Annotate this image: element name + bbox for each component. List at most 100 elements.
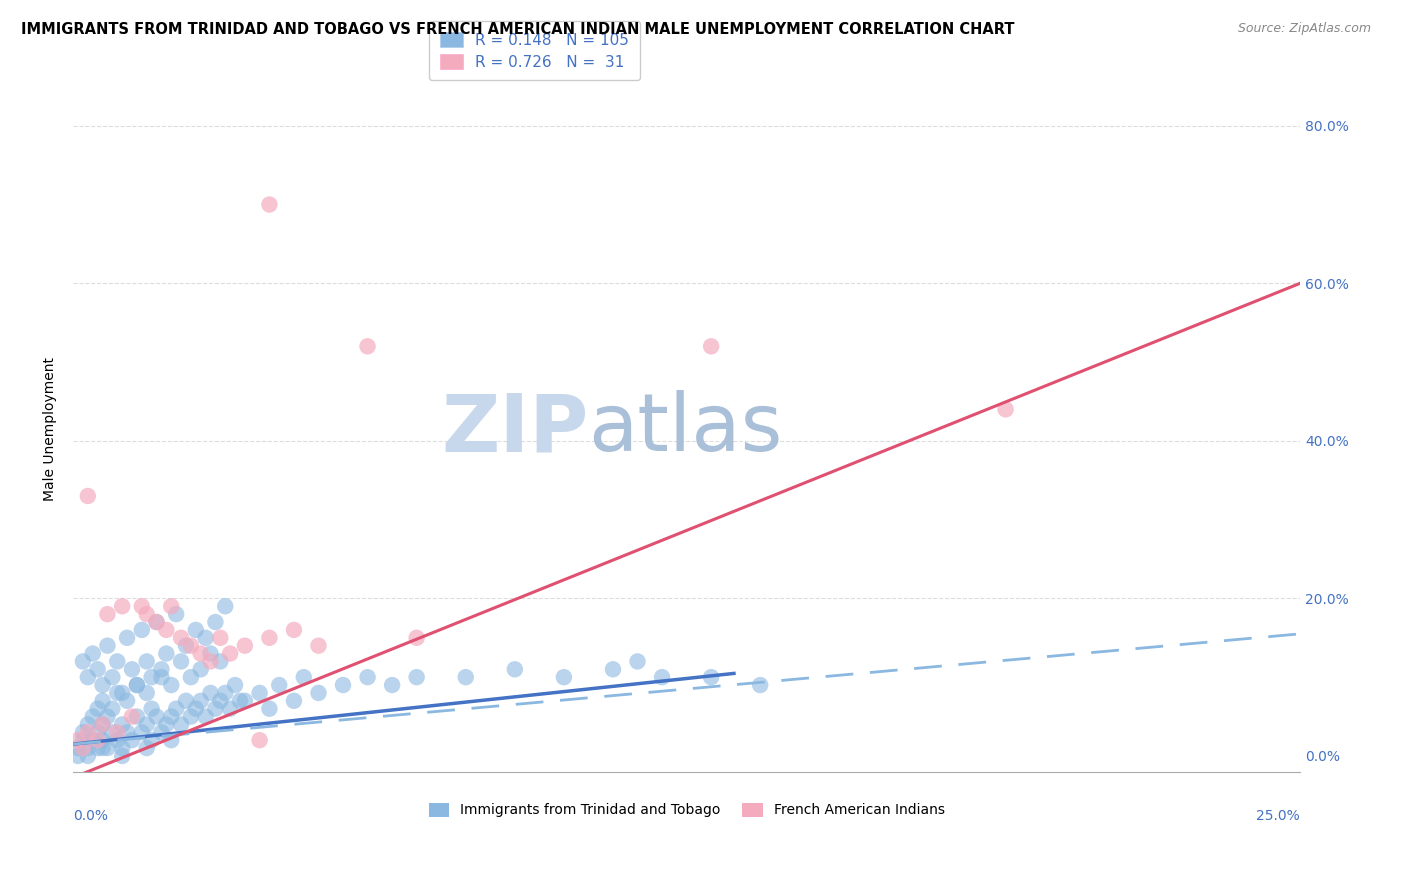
- Point: [184, 701, 207, 715]
- Point: [111, 741, 134, 756]
- Text: 0.0%: 0.0%: [73, 809, 108, 823]
- Point: [76, 489, 98, 503]
- Point: [170, 655, 193, 669]
- Point: [170, 631, 193, 645]
- Point: [174, 694, 197, 708]
- Point: [135, 741, 157, 756]
- Point: [76, 748, 98, 763]
- Point: [101, 725, 124, 739]
- Point: [125, 678, 148, 692]
- Text: ZIP: ZIP: [441, 390, 589, 468]
- Point: [111, 748, 134, 763]
- Legend: Immigrants from Trinidad and Tobago, French American Indians: Immigrants from Trinidad and Tobago, Fre…: [423, 797, 950, 823]
- Point: [229, 694, 252, 708]
- Point: [111, 686, 134, 700]
- Point: [82, 709, 104, 723]
- Point: [91, 694, 114, 708]
- Point: [72, 733, 94, 747]
- Point: [111, 717, 134, 731]
- Point: [150, 725, 173, 739]
- Point: [503, 662, 526, 676]
- Point: [101, 701, 124, 715]
- Point: [135, 686, 157, 700]
- Point: [66, 733, 89, 747]
- Point: [115, 725, 138, 739]
- Text: Source: ZipAtlas.com: Source: ZipAtlas.com: [1237, 22, 1371, 36]
- Point: [190, 662, 212, 676]
- Point: [105, 725, 128, 739]
- Point: [86, 662, 108, 676]
- Point: [66, 741, 89, 756]
- Point: [308, 639, 330, 653]
- Point: [91, 717, 114, 731]
- Point: [194, 631, 217, 645]
- Point: [82, 647, 104, 661]
- Point: [200, 686, 222, 700]
- Point: [76, 670, 98, 684]
- Point: [125, 709, 148, 723]
- Point: [150, 670, 173, 684]
- Point: [105, 686, 128, 700]
- Point: [155, 647, 177, 661]
- Point: [224, 678, 246, 692]
- Y-axis label: Male Unemployment: Male Unemployment: [44, 357, 58, 501]
- Point: [204, 701, 226, 715]
- Point: [96, 607, 118, 622]
- Point: [332, 678, 354, 692]
- Point: [269, 678, 291, 692]
- Point: [141, 701, 163, 715]
- Point: [91, 678, 114, 692]
- Point: [135, 717, 157, 731]
- Point: [381, 678, 404, 692]
- Point: [553, 670, 575, 684]
- Point: [259, 701, 281, 715]
- Point: [170, 717, 193, 731]
- Point: [165, 701, 187, 715]
- Point: [96, 741, 118, 756]
- Point: [405, 670, 427, 684]
- Point: [72, 741, 94, 756]
- Point: [115, 631, 138, 645]
- Point: [180, 709, 202, 723]
- Point: [150, 662, 173, 676]
- Point: [145, 615, 167, 629]
- Point: [204, 615, 226, 629]
- Point: [115, 694, 138, 708]
- Point: [76, 741, 98, 756]
- Point: [292, 670, 315, 684]
- Point: [249, 733, 271, 747]
- Point: [283, 623, 305, 637]
- Point: [145, 615, 167, 629]
- Point: [121, 709, 143, 723]
- Point: [308, 686, 330, 700]
- Point: [180, 639, 202, 653]
- Point: [105, 655, 128, 669]
- Point: [125, 678, 148, 692]
- Point: [249, 686, 271, 700]
- Point: [72, 655, 94, 669]
- Point: [101, 670, 124, 684]
- Point: [209, 631, 232, 645]
- Text: atlas: atlas: [589, 390, 783, 468]
- Point: [233, 639, 256, 653]
- Point: [76, 725, 98, 739]
- Point: [200, 647, 222, 661]
- Point: [141, 733, 163, 747]
- Point: [121, 662, 143, 676]
- Point: [700, 339, 723, 353]
- Point: [105, 733, 128, 747]
- Point: [214, 599, 236, 614]
- Point: [160, 733, 183, 747]
- Point: [356, 339, 378, 353]
- Point: [190, 694, 212, 708]
- Point: [131, 599, 153, 614]
- Point: [356, 670, 378, 684]
- Point: [180, 670, 202, 684]
- Point: [155, 623, 177, 637]
- Point: [651, 670, 673, 684]
- Point: [66, 748, 89, 763]
- Point: [994, 402, 1017, 417]
- Text: IMMIGRANTS FROM TRINIDAD AND TOBAGO VS FRENCH AMERICAN INDIAN MALE UNEMPLOYMENT : IMMIGRANTS FROM TRINIDAD AND TOBAGO VS F…: [21, 22, 1015, 37]
- Point: [219, 647, 242, 661]
- Point: [165, 607, 187, 622]
